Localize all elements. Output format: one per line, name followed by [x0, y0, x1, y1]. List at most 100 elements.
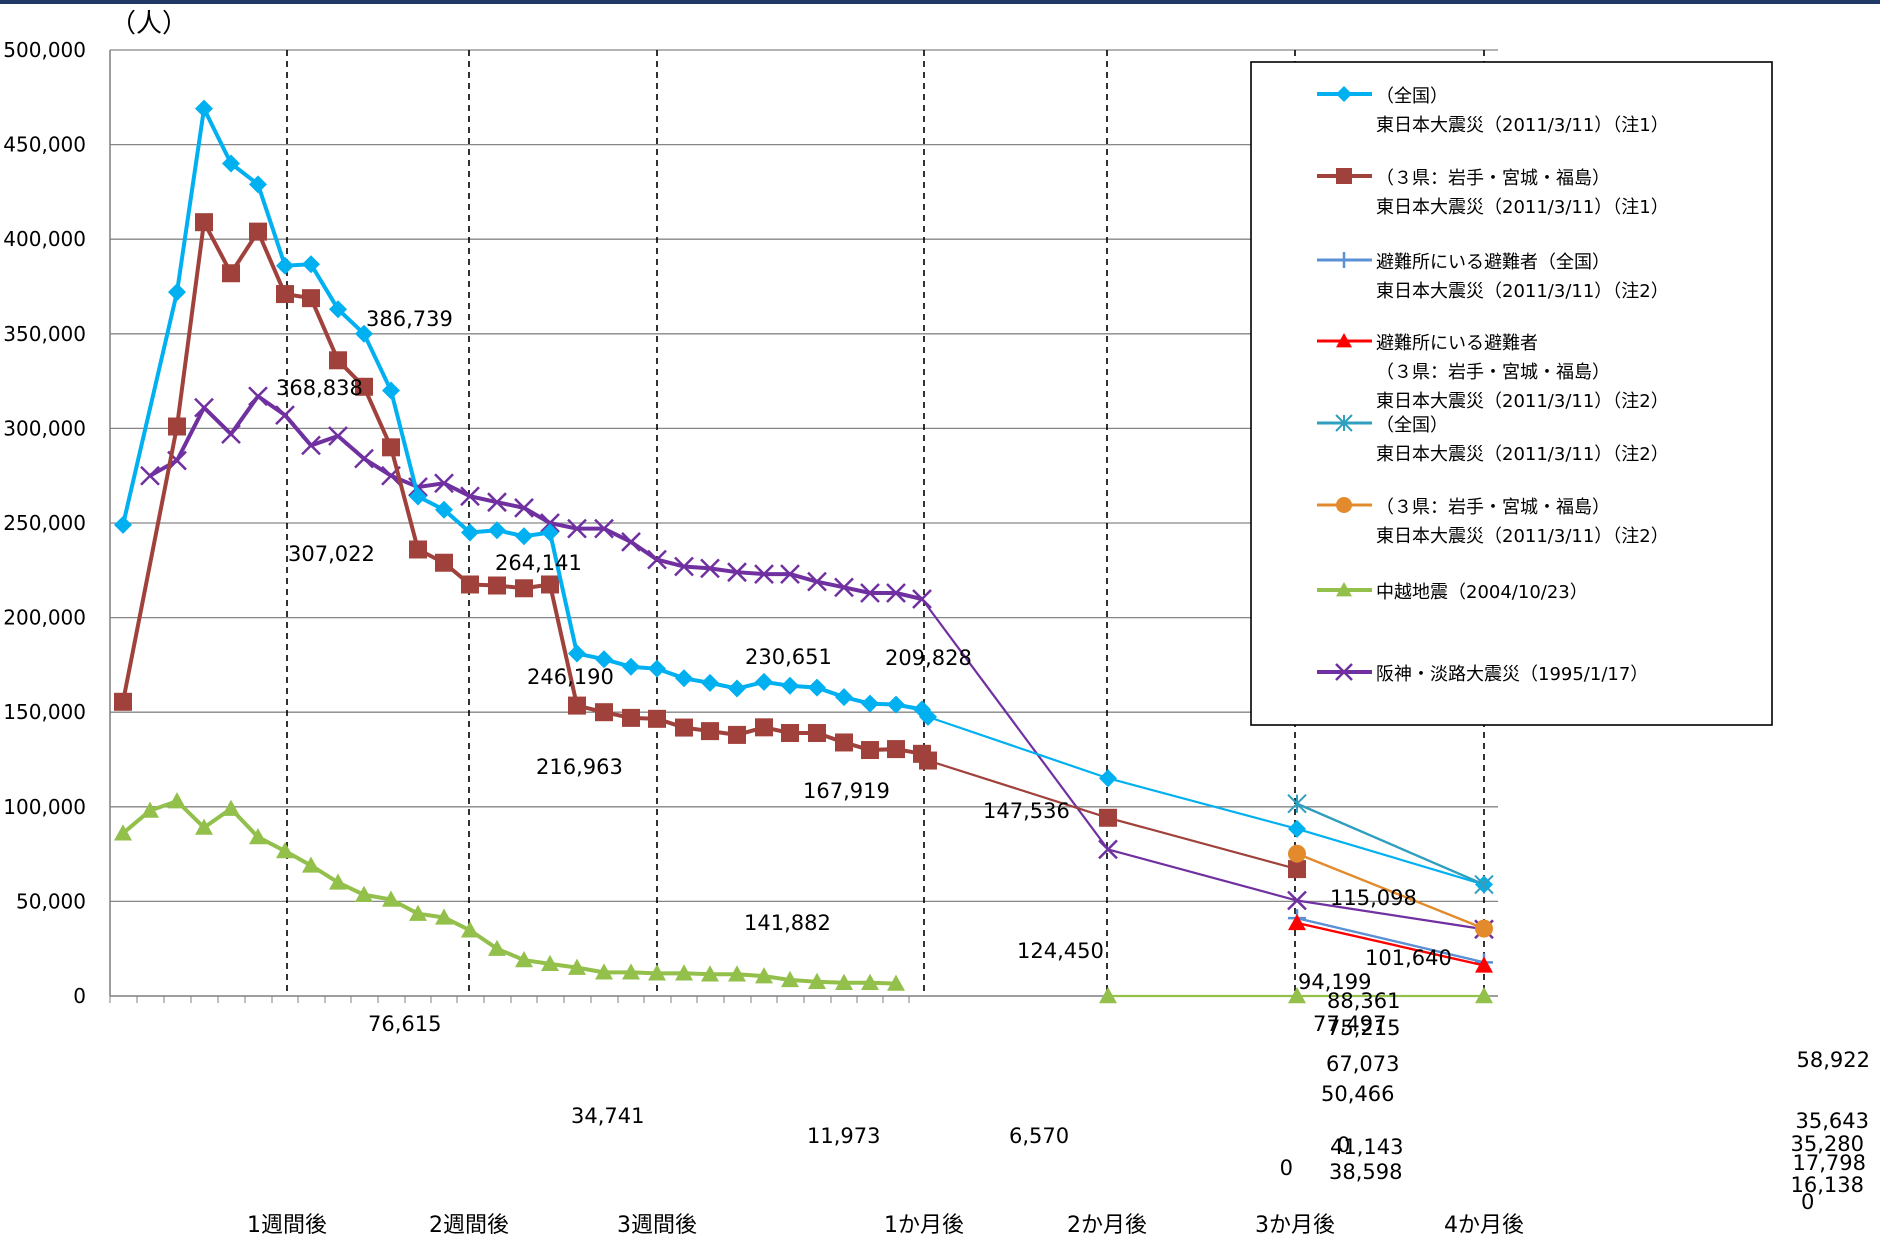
- marker-square: [728, 725, 746, 744]
- marker-square: [887, 740, 905, 759]
- data-label: 0: [1801, 1190, 1814, 1214]
- marker-triangle: [622, 963, 640, 980]
- marker-triangle: [168, 792, 186, 809]
- marker-square: [435, 553, 453, 572]
- marker-diamond: [355, 324, 373, 343]
- y-tick-label: 250,000: [3, 511, 86, 535]
- marker-square: [488, 576, 506, 595]
- marker-plus: [1336, 252, 1352, 268]
- legend-label: 避難所にいる避難者: [1376, 333, 1538, 354]
- legend-item: 避難所にいる避難者（全国） 東日本大震災（2011/3/11）（注2）: [1317, 252, 1669, 302]
- marker-triangle: [1475, 987, 1493, 1004]
- marker-diamond: [808, 678, 826, 697]
- legend-label: 東日本大震災（2011/3/11）（注1）: [1376, 115, 1669, 136]
- marker-x: [807, 571, 827, 592]
- data-label: 0: [1280, 1156, 1293, 1180]
- marker-diamond: [1288, 819, 1306, 838]
- marker-triangle: [755, 967, 773, 984]
- marker-triangle: [1475, 956, 1493, 973]
- marker-square: [755, 718, 773, 737]
- y-tick-label: 100,000: [3, 795, 86, 819]
- marker-triangle: [835, 973, 853, 990]
- marker-square: [276, 285, 294, 304]
- data-label: 38,598: [1329, 1160, 1402, 1184]
- y-tick-label: 400,000: [3, 227, 86, 251]
- data-label: 94,199: [1298, 970, 1371, 994]
- marker-diamond: [195, 99, 213, 118]
- data-label: 124,450: [1017, 939, 1104, 963]
- data-label: 0: [1337, 1133, 1350, 1157]
- marker-diamond: [861, 694, 879, 713]
- data-label: 75,215: [1327, 1016, 1400, 1040]
- marker-x: [700, 558, 720, 579]
- marker-square: [329, 351, 347, 370]
- series-0: [114, 99, 1493, 894]
- marker-square: [222, 264, 240, 283]
- marker-diamond: [382, 381, 400, 400]
- y-tick-labels: 500,000 450,000 400,000 350,000 300,000 250,0…: [3, 38, 86, 1008]
- marker-triangle: [595, 963, 613, 980]
- y-tick-label: 500,000: [3, 38, 86, 62]
- data-label: 147,536: [983, 799, 1070, 823]
- marker-star: [1287, 793, 1307, 814]
- marker-square: [515, 579, 533, 598]
- data-label: 368,838: [276, 376, 363, 400]
- marker-triangle: [114, 824, 132, 841]
- marker-x: [567, 518, 587, 539]
- marker-triangle: [861, 973, 879, 990]
- marker-diamond: [648, 659, 666, 678]
- marker-diamond: [835, 688, 853, 707]
- x-tick-label: 2週間後: [429, 1213, 509, 1238]
- marker-square: [919, 751, 937, 770]
- x-tick-label: 2か月後: [1067, 1213, 1147, 1238]
- marker-square: [168, 417, 186, 436]
- marker-diamond: [222, 154, 240, 173]
- marker-square: [382, 438, 400, 457]
- marker-square: [195, 213, 213, 232]
- data-label: 50,466: [1321, 1082, 1394, 1106]
- marker-triangle: [781, 970, 799, 988]
- marker-triangle: [302, 856, 320, 873]
- data-label: 17,798: [1793, 1151, 1866, 1175]
- marker-square: [1288, 860, 1306, 879]
- legend-label: （３県：岩手・宮城・福島）: [1376, 497, 1610, 518]
- marker-diamond: [1336, 86, 1352, 102]
- data-label: 11,973: [807, 1124, 880, 1148]
- x-tick-label: 3か月後: [1255, 1213, 1335, 1238]
- marker-x: [1335, 663, 1353, 681]
- legend-item: 阪神・淡路大震災（1995/1/17）: [1317, 663, 1648, 685]
- legend-label: （全国）: [1376, 86, 1448, 107]
- marker-circle: [1336, 497, 1352, 513]
- y-tick-label: 50,000: [16, 889, 86, 913]
- data-label: 101,640: [1365, 946, 1452, 970]
- data-label: 16,138: [1791, 1173, 1864, 1197]
- marker-diamond: [409, 487, 427, 506]
- marker-x: [248, 386, 268, 407]
- data-label: 230,651: [745, 645, 832, 669]
- legend-label: 中越地震（2004/10/23）: [1376, 582, 1588, 603]
- marker-x: [754, 564, 774, 584]
- series-4: [1287, 793, 1494, 895]
- data-label: 246,190: [527, 665, 614, 689]
- data-label: 216,963: [536, 755, 623, 779]
- data-label: 41,143: [1330, 1135, 1403, 1159]
- y-tick-label: 350,000: [3, 322, 86, 346]
- marker-x: [834, 577, 854, 598]
- marker-diamond: [329, 300, 347, 319]
- legend-label: （全国）: [1376, 415, 1448, 436]
- marker-square: [595, 703, 613, 722]
- marker-triangle: [276, 842, 294, 859]
- data-label: 35,643: [1796, 1109, 1869, 1133]
- marker-x: [328, 426, 348, 446]
- marker-diamond: [541, 523, 559, 542]
- marker-circle: [1288, 844, 1306, 863]
- marker-square: [461, 575, 479, 594]
- data-label: 386,739: [366, 307, 453, 331]
- marker-x: [221, 424, 241, 444]
- marker-x: [354, 448, 374, 469]
- marker-square: [302, 289, 320, 308]
- marker-x: [621, 532, 641, 552]
- series-6: [114, 792, 1493, 1004]
- legend-item: （全国） 東日本大震災（2011/3/11）（注1）: [1317, 86, 1669, 136]
